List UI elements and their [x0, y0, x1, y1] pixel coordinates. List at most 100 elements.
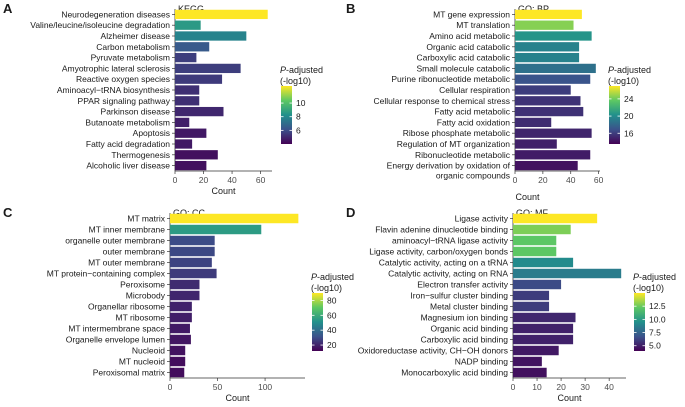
panel-d-bar [513, 345, 559, 356]
panel-b-category-label: Cellular respiration [439, 85, 510, 95]
panel-c-bar [170, 257, 212, 268]
panel-b-colorbar [609, 86, 620, 144]
panel-a-category-label: Parkinson disease [101, 107, 171, 117]
panel-a-title: KEGG [178, 4, 204, 14]
panel-c-category-label: Microbody [126, 291, 166, 301]
panel-d-category-label: Carboxylic acid binding [421, 335, 509, 345]
panel-a-legend-subtitle: (-log10) [280, 76, 311, 86]
panel-a-bar [175, 139, 193, 149]
panel-d-category-label: Monocarboxylic acid binding [401, 368, 508, 378]
panel-d-colorbar-tick-label: 12.5 [649, 301, 666, 311]
panel-a-category-label: Amyotrophic lateral sclerosis [62, 63, 170, 73]
panel-c-bar [170, 323, 190, 334]
panel-b-category-label: MT translation [456, 20, 510, 30]
panel-c-letter: C [3, 205, 13, 220]
panel-d-category-label: NADP binding [455, 357, 509, 367]
panel-b-bar [515, 74, 591, 84]
panel-b-colorbar-tick-label: 24 [624, 94, 634, 104]
panel-b-x-tick-label: 40 [566, 175, 576, 185]
panel-d-x-tick-label: 30 [580, 382, 590, 392]
panel-b-bar [515, 31, 592, 41]
panel-a-legend-title: P-adjusted [280, 65, 323, 75]
panel-d-x-tick-label: 0 [511, 382, 516, 392]
panel-c-category-label: Peroxisomal matrix [93, 368, 166, 378]
panel-a-x-tick-label: 0 [173, 175, 178, 185]
panel-d-category-label: Magnesium ion binding [421, 313, 509, 323]
panel-d-x-tick-label: 10 [532, 382, 542, 392]
panel-a-bar [175, 96, 200, 106]
panel-d-category-label: Organic acid binding [431, 324, 509, 334]
panel-b-bar [515, 117, 552, 128]
panel-a-category-label: Neurodegeneration diseases [61, 9, 170, 19]
panel-d-legend-title: P-adjusted [633, 272, 676, 282]
panel-c-bar [170, 268, 217, 279]
panel-c-category-label: Organellar ribosome [88, 302, 165, 312]
panel-b-category-label: Organic acid catabolic [426, 42, 510, 52]
panel-d-bar [513, 301, 550, 312]
panel-a-colorbar-tick-label: 6 [296, 125, 301, 135]
panel-b-category-label: Carboxylic acid catabolic [416, 53, 510, 63]
panel-b-x-axis-title: Count [515, 192, 540, 202]
panel-a-letter: A [3, 1, 13, 16]
panel-a-bar [175, 52, 197, 63]
panel-d-colorbar-tick-label: 7.5 [649, 328, 661, 338]
panel-b-bar [515, 150, 591, 160]
panel-b-bar [515, 96, 581, 106]
panel-a-bar [175, 74, 223, 84]
panel-b-letter: B [346, 1, 355, 16]
panel-b-category-label: Fatty acid metabolic [434, 107, 510, 117]
panel-c-bar [170, 224, 262, 235]
panel-a-category-label: Reactive oxygen species [76, 74, 170, 84]
panel-c-bar [170, 235, 215, 246]
panel-b-category-label: Amino acid metabolic [429, 31, 511, 41]
panel-b-legend-subtitle: (-log10) [608, 76, 639, 86]
panel-b-bar [515, 63, 596, 74]
panel-a-bar [175, 20, 201, 30]
panel-b-colorbar-tick-label: 16 [624, 128, 634, 138]
panel-d-category-label: Oxidoreductase activity, CH−OH donors [358, 346, 508, 356]
panel-c-category-label: MT matrix [127, 214, 165, 224]
panel-d-bar [513, 279, 562, 290]
panel-d-bar [513, 356, 542, 367]
panel-d-letter: D [346, 205, 355, 220]
panel-d-category-label: Catalytic activity, acting on RNA [388, 269, 508, 279]
panel-d-x-tick-label: 40 [604, 382, 614, 392]
panel-d-colorbar-tick-label: 10.0 [649, 314, 666, 324]
panel-a-category-label: Alzheimer disease [101, 31, 171, 41]
panel-a-category-label: Butanoate metabolism [85, 117, 170, 127]
panel-c-colorbar-tick-label: 20 [327, 340, 337, 350]
panel-a-category-label: Pyruvate metabolism [91, 53, 170, 63]
panel-d-category-label: Catalytic activity, acting on a tRNA [379, 258, 509, 268]
panel-d-bar [513, 213, 598, 224]
panel-c-category-label: MT inner membrane [89, 225, 166, 235]
panel-c-x-axis-title: Count [225, 393, 250, 402]
panel-c-colorbar-tick-label: 80 [327, 295, 337, 305]
panel-a-category-label: Alcoholic liver disease [86, 161, 170, 171]
panel-d-bar [513, 246, 557, 257]
panel-b-legend-title: P-adjusted [608, 65, 651, 75]
panel-c-bar [170, 290, 200, 301]
panel-d-bar [513, 268, 622, 279]
panel-b-category-label: Cellular response to chemical stress [373, 96, 510, 106]
panel-b-title: GO: BP [518, 4, 549, 14]
panel-c-bar [170, 367, 185, 378]
panel-a-x-tick-label: 40 [227, 175, 237, 185]
panel-c-colorbar-tick-label: 60 [327, 310, 337, 320]
panel-a-category-label: Apoptosis [133, 128, 170, 138]
panel-c-category-label: MT outer membrane [88, 258, 165, 268]
panel-c-bar [170, 334, 191, 345]
panel-a-bar [175, 117, 190, 128]
panel-b-bar [515, 20, 574, 30]
panel-c-category-label: MT protein−containing complex [47, 269, 166, 279]
panel-c-category-label: Organelle envelope lumen [66, 335, 166, 345]
panel-a-x-tick-label: 60 [256, 175, 266, 185]
panel-b-bar [515, 52, 580, 63]
panel-c-x-tick-label: 100 [258, 382, 272, 392]
panel-c-x-tick-label: 50 [213, 382, 223, 392]
panel-d-category-label: Metal cluster binding [430, 302, 508, 312]
panel-a-bar [175, 106, 224, 117]
panel-c-category-label: MT intermembrane space [68, 324, 165, 334]
panel-a-category-label: PPAR signaling pathway [78, 96, 171, 106]
panel-d-category-label: Iron−sulfur cluster binding [410, 291, 508, 301]
panel-d-category-label: aminoacyl−tRNA ligase activity [392, 236, 509, 246]
